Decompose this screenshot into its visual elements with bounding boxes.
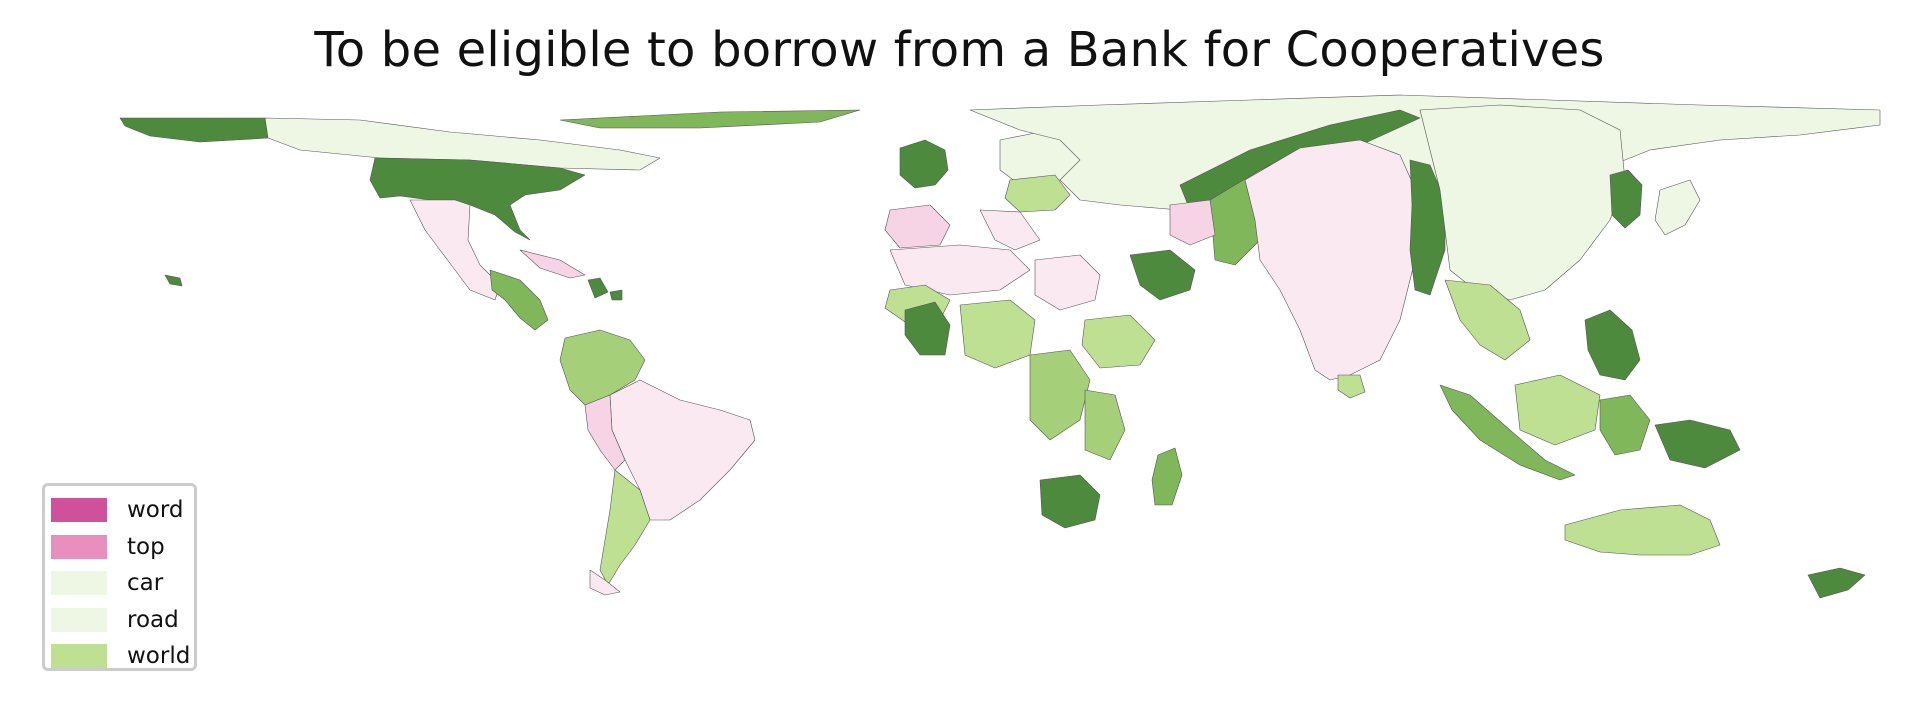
region-hispaniola [587,277,609,299]
region-brazil [609,379,756,521]
region-arctic-canada-strip [559,109,861,129]
region-alaska [119,117,269,143]
region-central-america [489,269,549,331]
region-colombia-venezuela [559,329,646,406]
region-new-zealand [1807,567,1866,599]
region-usa [369,157,586,241]
region-central-europe [1004,174,1071,213]
region-new-guinea [1654,419,1741,469]
region-chile-argentina [599,469,651,586]
map-legend: word top car road world [42,483,197,671]
region-japan [1654,179,1701,236]
region-borneo [1514,374,1601,446]
legend-item-road: road [51,602,194,639]
legend-swatch-road [51,607,107,632]
region-afghanistan [1169,199,1216,246]
region-sri-lanka [1337,374,1366,399]
region-south-africa [1039,474,1101,529]
legend-item-top: top [51,529,194,566]
region-ghana [904,301,951,356]
legend-swatch-car [51,571,107,596]
region-tanzania [1084,389,1126,461]
region-ethiopia [1081,314,1156,369]
region-italy-balkans [979,209,1041,251]
region-sulawesi [1599,394,1651,456]
legend-label-car: car [127,570,164,597]
region-philippines [1584,309,1641,381]
legend-label-word: word [127,497,184,524]
region-china [1419,104,1626,301]
region-congo [1029,349,1091,441]
legend-label-world: world [127,643,191,670]
region-korea [1609,169,1643,229]
region-cuba [519,249,586,279]
legend-swatch-top [51,534,107,559]
region-bangladesh [1409,159,1446,296]
legend-label-road: road [127,606,179,633]
map-title: To be eligible to borrow from a Bank for… [314,22,1605,78]
region-canada [264,117,661,171]
region-puerto-rico [609,289,623,301]
region-peru [584,394,626,471]
region-france-spain [884,204,951,249]
legend-label-top: top [127,533,165,560]
region-southeast-asia [1444,279,1531,361]
legend-item-world: world [51,638,194,675]
region-madagascar [1151,447,1183,506]
region-uk [899,139,949,189]
legend-item-word: word [51,492,194,529]
region-india [1244,139,1421,381]
region-nigeria [959,299,1036,369]
region-mexico [409,199,501,301]
region-australia [1564,504,1721,556]
region-egypt-sudan [1034,254,1101,311]
legend-swatch-world [51,644,107,669]
region-sumatra [1439,384,1576,481]
legend-item-car: car [51,565,194,602]
legend-swatch-word [51,498,107,523]
region-hawaii [164,274,183,287]
region-middle-east [1129,249,1196,301]
region-patagonia [589,569,621,596]
